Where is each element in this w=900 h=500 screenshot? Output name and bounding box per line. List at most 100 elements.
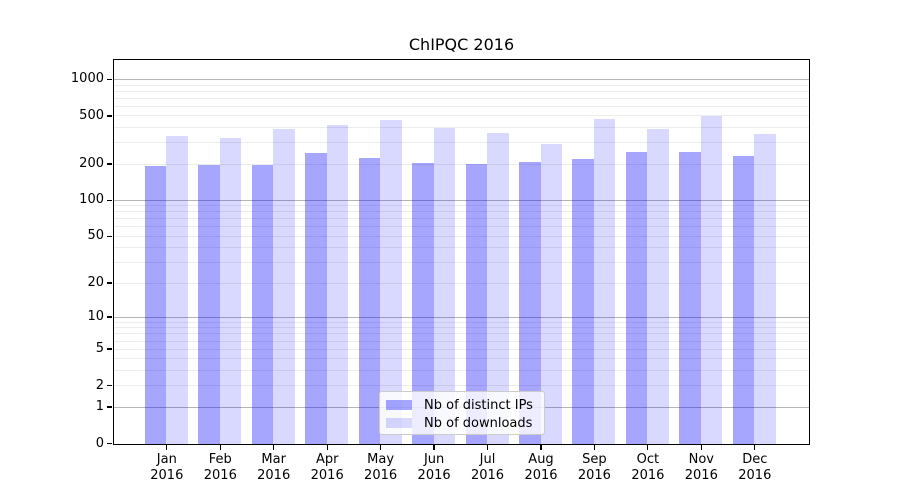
gridline-minor-600	[114, 105, 809, 107]
x-tick-mark-aug-2016	[540, 445, 542, 450]
gridline-minor-7	[114, 333, 809, 335]
gridline-minor-20	[114, 282, 809, 284]
bar-downloads-dec-2016	[754, 134, 776, 444]
bar-downloads-sep-2016	[593, 118, 616, 444]
gridline-minor-70	[114, 218, 809, 220]
gridline-major-1000	[114, 78, 809, 80]
x-tick-mark-feb-2016	[219, 445, 221, 450]
y-tick-label-100: 100	[79, 192, 104, 208]
gridline-minor-300	[114, 142, 809, 144]
bar-ips-mar-2016	[251, 165, 274, 444]
y-tick-mark-20	[107, 282, 112, 284]
gridline-minor-400	[114, 127, 809, 129]
x-tick-mark-apr-2016	[326, 445, 328, 450]
legend-item-ips: Nb of distinct IPs	[386, 396, 544, 414]
bar-downloads-jun-2016	[433, 128, 456, 444]
y-tick-label-500: 500	[79, 107, 104, 123]
gridline-minor-3	[114, 369, 809, 371]
y-tick-label-50: 50	[87, 228, 104, 244]
legend-label-downloads: Nb of downloads	[424, 415, 533, 431]
y-tick-mark-200	[107, 163, 112, 165]
gridline-minor-90	[114, 205, 809, 207]
bar-downloads-may-2016	[380, 120, 402, 444]
x-tick-mark-oct-2016	[647, 445, 649, 450]
y-tick-label-200: 200	[79, 156, 104, 171]
legend-label-ips: Nb of distinct IPs	[424, 397, 533, 413]
bar-ips-jan-2016	[144, 165, 167, 444]
gridline-minor-30	[114, 262, 809, 263]
x-tick-mark-jun-2016	[433, 445, 435, 450]
x-tick-label-jun-2016: Jun 2016	[417, 452, 451, 483]
gridline-minor-900	[114, 84, 809, 86]
x-tick-mark-jan-2016	[166, 445, 168, 450]
bar-downloads-feb-2016	[219, 138, 242, 444]
plot-area	[113, 59, 810, 445]
y-tick-mark-5	[107, 348, 112, 350]
legend: Nb of distinct IPs Nb of downloads	[379, 391, 545, 435]
y-tick-mark-2	[107, 384, 112, 387]
bar-ips-sep-2016	[572, 159, 594, 444]
bar-downloads-jul-2016	[487, 133, 509, 444]
gridline-minor-6	[114, 340, 809, 342]
gridline-minor-500	[114, 115, 809, 117]
y-tick-mark-500	[107, 115, 112, 117]
y-tick-label-0: 0	[95, 435, 104, 451]
x-tick-label-dec-2016: Dec 2016	[738, 452, 772, 483]
x-tick-label-aug-2016: Aug 2016	[524, 452, 558, 483]
gridline-minor-5	[114, 348, 809, 350]
bar-downloads-aug-2016	[540, 144, 562, 444]
y-tick-label-1000: 1000	[70, 71, 104, 87]
x-tick-mark-mar-2016	[273, 445, 275, 450]
bar-downloads-apr-2016	[326, 125, 349, 444]
gridline-minor-40	[114, 247, 809, 249]
gridline-minor-200	[114, 163, 809, 165]
gridline-major-100	[114, 199, 809, 201]
gridline-minor-9	[114, 321, 809, 323]
legend-item-downloads: Nb of downloads	[386, 414, 544, 432]
y-tick-label-5: 5	[95, 341, 104, 357]
x-tick-label-apr-2016: Apr 2016	[310, 452, 344, 483]
chart-title: ChIPQC 2016	[408, 35, 515, 54]
y-tick-mark-1	[107, 406, 112, 408]
gridline-minor-800	[114, 90, 809, 92]
x-tick-mark-sep-2016	[593, 445, 596, 450]
y-tick-mark-100	[107, 199, 112, 201]
y-tick-label-20: 20	[87, 275, 104, 291]
bar-ips-dec-2016	[732, 155, 755, 444]
bar-ips-oct-2016	[625, 151, 648, 444]
y-tick-mark-0	[107, 442, 112, 445]
x-tick-label-jan-2016: Jan 2016	[150, 452, 184, 483]
y-tick-mark-10	[107, 316, 112, 318]
bar-ips-feb-2016	[198, 164, 220, 444]
gridline-minor-4	[114, 358, 809, 360]
gridline-minor-50	[114, 235, 809, 237]
x-tick-label-mar-2016: Mar 2016	[257, 452, 291, 483]
bar-ips-aug-2016	[519, 162, 541, 444]
bar-ips-jun-2016	[412, 162, 434, 444]
x-tick-label-sep-2016: Sep 2016	[577, 452, 611, 483]
bar-ips-may-2016	[358, 157, 381, 444]
x-tick-mark-nov-2016	[700, 445, 702, 450]
bar-ips-apr-2016	[305, 152, 327, 444]
y-tick-label-1: 1	[95, 399, 104, 414]
gridline-minor-80	[114, 211, 809, 213]
legend-swatch-ips	[386, 400, 412, 410]
y-tick-label-10: 10	[87, 309, 104, 325]
bar-ips-nov-2016	[679, 151, 701, 444]
legend-swatch-downloads	[386, 418, 412, 428]
x-tick-mark-dec-2016	[754, 445, 756, 450]
bar-downloads-jan-2016	[166, 135, 188, 444]
y-tick-mark-1000	[107, 78, 112, 81]
bar-downloads-nov-2016	[700, 115, 723, 444]
x-tick-label-feb-2016: Feb 2016	[203, 452, 237, 483]
gridline-minor-8	[114, 327, 809, 329]
x-tick-mark-jul-2016	[486, 445, 489, 450]
bar-downloads-mar-2016	[273, 129, 295, 444]
bar-ips-jul-2016	[465, 163, 487, 444]
x-tick-label-nov-2016: Nov 2016	[684, 452, 718, 483]
x-tick-label-oct-2016: Oct 2016	[631, 452, 665, 483]
gridline-minor-2	[114, 385, 809, 387]
gridline-minor-700	[114, 97, 809, 99]
x-tick-mark-may-2016	[379, 445, 382, 450]
